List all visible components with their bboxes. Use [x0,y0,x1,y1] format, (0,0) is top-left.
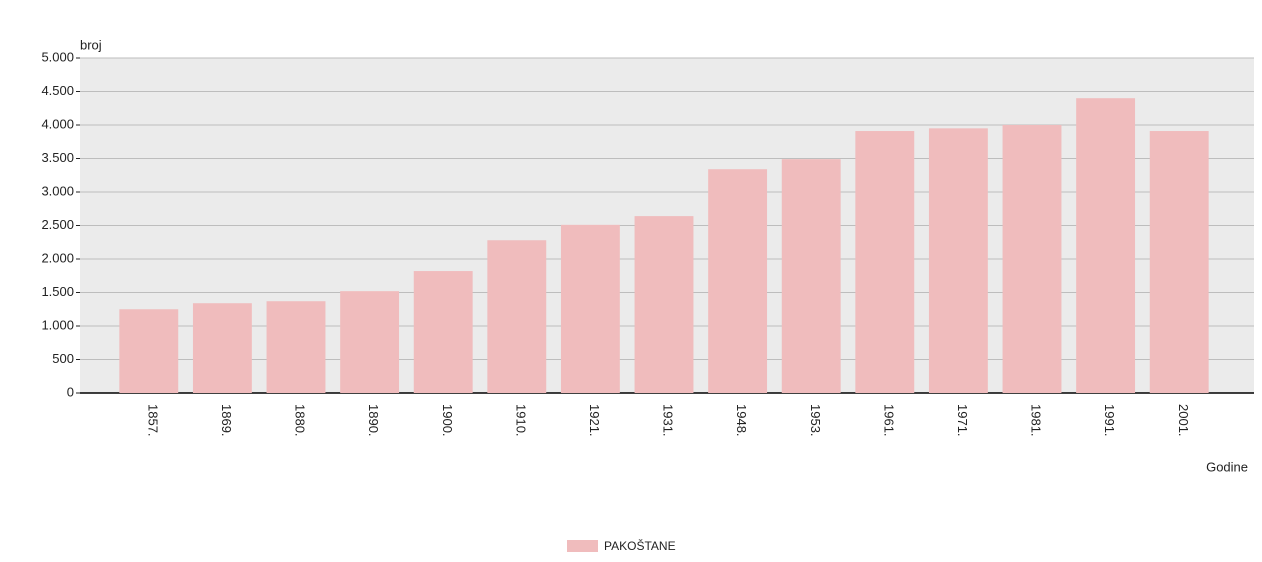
bar [192,303,252,393]
x-tick-label: 1953. [808,404,823,437]
bar [560,224,620,393]
y-tick-label: 3.500 [41,150,74,165]
bar [1076,98,1136,393]
x-tick-label: 1869. [219,404,234,437]
x-tick-label: 1857. [145,404,160,437]
x-tick-label: 1910. [513,404,528,437]
bar [855,131,915,393]
y-tick-label: 3.000 [41,183,74,198]
x-tick-label: 1948. [734,404,749,437]
x-tick-label: 1921. [587,404,602,437]
y-tick-label: 4.000 [41,116,74,131]
y-tick-label: 5.000 [41,49,74,64]
bar [119,309,179,393]
bar [928,128,988,393]
bar [413,271,473,393]
bar [1002,125,1062,393]
bar [708,169,768,393]
bar [487,240,547,393]
bar [266,301,326,393]
x-tick-label: 1991. [1102,404,1117,437]
x-tick-label: 1900. [440,404,455,437]
bar [781,159,841,393]
x-tick-label: 1961. [881,404,896,437]
x-axis-label: Godine [1206,459,1248,474]
y-tick-label: 2.500 [41,217,74,232]
x-tick-label: 1981. [1029,404,1044,437]
x-tick-label: 1880. [293,404,308,437]
y-axis-label: broj [80,37,102,52]
y-tick-label: 1.000 [41,317,74,332]
bar [1149,131,1209,393]
y-tick-label: 1.500 [41,284,74,299]
x-tick-label: 1931. [661,404,676,437]
x-tick-label: 2001. [1176,404,1191,437]
y-tick-label: 500 [52,351,74,366]
bar [634,216,694,393]
y-tick-label: 2.000 [41,250,74,265]
legend-label: PAKOŠTANE [604,538,676,553]
y-tick-label: 0 [67,384,74,399]
bar [340,291,400,393]
x-tick-label: 1890. [366,404,381,437]
x-tick-label: 1971. [955,404,970,437]
y-tick-label: 4.500 [41,83,74,98]
legend-swatch [567,540,598,552]
